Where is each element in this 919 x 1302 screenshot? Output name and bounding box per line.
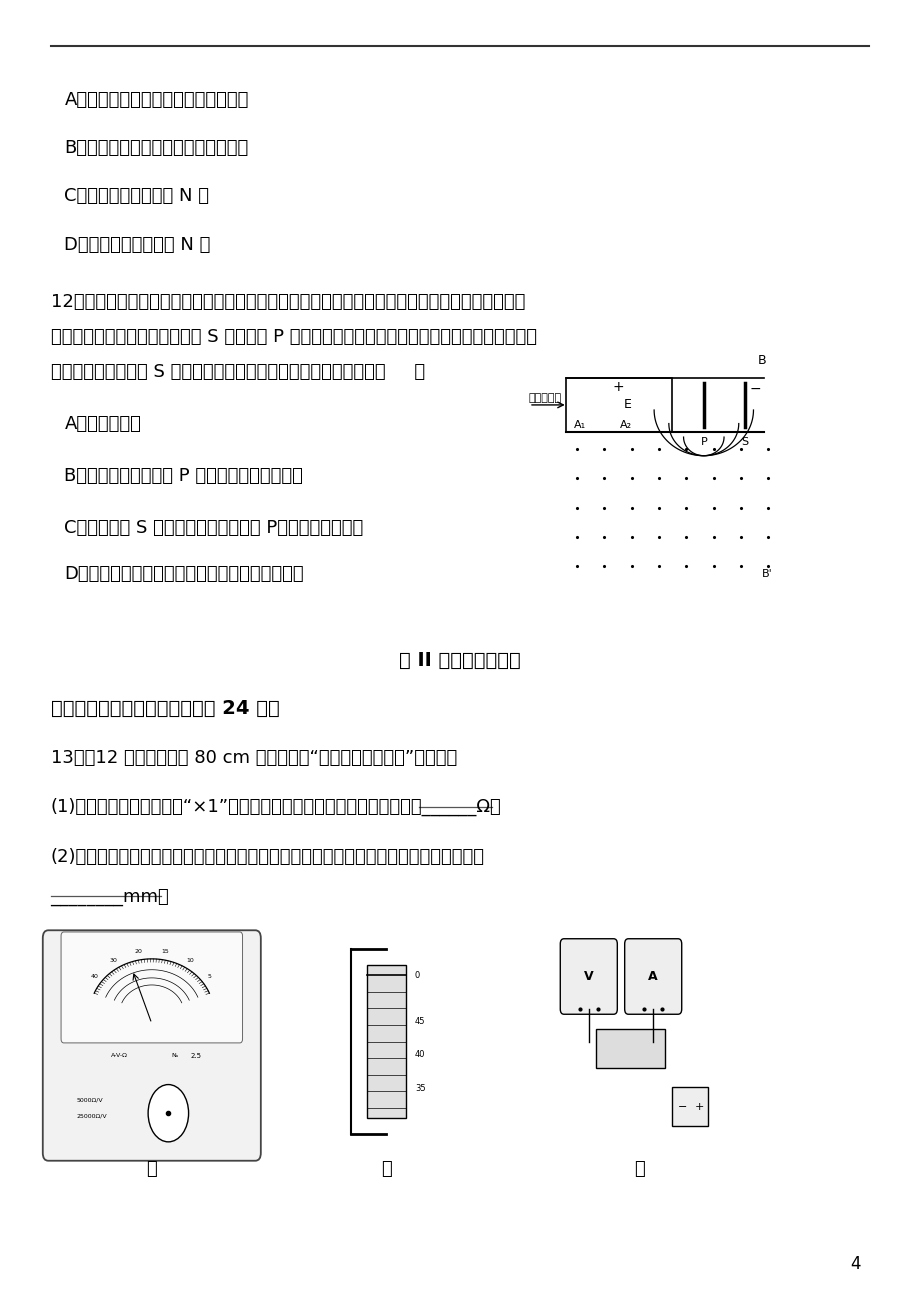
Text: B．能沿直线通过狭缝 P 的粒子具有相同的速度: B．能沿直线通过狭缝 P 的粒子具有相同的速度	[64, 467, 303, 486]
Text: −: −	[677, 1101, 686, 1112]
Text: A: A	[648, 970, 657, 983]
Text: 第 II 卷（非选择题）: 第 II 卷（非选择题）	[399, 651, 520, 671]
Text: 丙: 丙	[633, 1160, 644, 1178]
Text: 40: 40	[414, 1051, 425, 1060]
Text: (2)用螺旋测微器测量金属丝的直径，结果如图乙所示，由此可知金属丝直径的测量结果为: (2)用螺旋测微器测量金属丝的直径，结果如图乙所示，由此可知金属丝直径的测量结果…	[51, 848, 484, 866]
Text: 5: 5	[207, 974, 211, 979]
Text: 40: 40	[90, 974, 98, 979]
Text: 速度选择器: 速度选择器	[528, 393, 561, 404]
Text: A₂: A₂	[618, 419, 631, 430]
Text: +: +	[612, 380, 624, 395]
Text: 速度选择器，然后粒子通过平板 S 上的狭缝 P 进入平板下方的匀强磁场，平板下方的磁场方向如图: 速度选择器，然后粒子通过平板 S 上的狭缝 P 进入平板下方的匀强磁场，平板下方…	[51, 328, 536, 346]
Text: 25000Ω/V: 25000Ω/V	[76, 1113, 107, 1118]
Text: B．导线在转动过程的同时就向下移动: B．导线在转动过程的同时就向下移动	[64, 139, 248, 158]
Text: 10: 10	[186, 958, 194, 963]
Text: B': B'	[761, 569, 772, 579]
Text: A．粒子带负电: A．粒子带负电	[64, 415, 142, 434]
Text: A．转到与纸面垂直后导线再向下移动: A．转到与纸面垂直后导线再向下移动	[64, 91, 248, 109]
Text: 30: 30	[109, 958, 118, 963]
Text: D．打在同一点的粒子，在磁场中运动的时间相同: D．打在同一点的粒子，在磁场中运动的时间相同	[64, 565, 303, 583]
Bar	[671, 1087, 708, 1126]
Text: +: +	[694, 1101, 703, 1112]
Text: 12．如图所示，一束带电粒子以一定的初速度沿直线通过由相互正交的匀强磁场和匀强电场组成的: 12．如图所示，一束带电粒子以一定的初速度沿直线通过由相互正交的匀强磁场和匀强电…	[51, 293, 525, 311]
Text: 0: 0	[414, 971, 420, 979]
Text: 20: 20	[134, 949, 142, 954]
Text: 35: 35	[414, 1083, 425, 1092]
Text: 5000Ω/V: 5000Ω/V	[76, 1098, 103, 1103]
Text: 所示。粒子最终打在 S 板上，粒子重力不计，则下面说法正确的是（     ）: 所示。粒子最终打在 S 板上，粒子重力不计，则下面说法正确的是（ ）	[51, 363, 425, 381]
Bar	[596, 1029, 664, 1068]
Text: 4: 4	[849, 1255, 860, 1273]
Text: C．磁铁右端的磁极是 N 极: C．磁铁右端的磁极是 N 极	[64, 187, 210, 206]
Text: 乙: 乙	[380, 1160, 391, 1178]
Text: A-V-Ω: A-V-Ω	[111, 1053, 128, 1059]
Bar	[367, 965, 405, 1118]
FancyBboxPatch shape	[624, 939, 681, 1014]
Text: V: V	[584, 970, 593, 983]
Text: Nₐ: Nₐ	[171, 1053, 178, 1059]
Text: S: S	[741, 437, 748, 448]
FancyBboxPatch shape	[61, 932, 243, 1043]
Text: E: E	[623, 398, 631, 411]
Text: ________mm。: ________mm。	[51, 888, 169, 906]
Text: 2.5: 2.5	[190, 1053, 201, 1059]
Text: C．粒子打在 S 板上的位置越靠近狭缝 P，粒子的比荷越小: C．粒子打在 S 板上的位置越靠近狭缝 P，粒子的比荷越小	[64, 519, 363, 538]
Text: 15: 15	[161, 949, 169, 954]
Text: D．磁铁左端的磁极是 N 极: D．磁铁左端的磁极是 N 极	[64, 236, 210, 254]
Text: (1)首先用多用电表欧姆档“×1”粗侧金属丝的电阔，如图甲，测量値约为______Ω。: (1)首先用多用电表欧姆档“×1”粗侧金属丝的电阔，如图甲，测量値约为_____…	[51, 798, 501, 816]
FancyBboxPatch shape	[560, 939, 617, 1014]
Text: P: P	[699, 437, 707, 448]
Text: B: B	[756, 354, 766, 367]
Text: 三、实验题（本题共两题，共计 24 分）: 三、实验题（本题共两题，共计 24 分）	[51, 699, 279, 719]
Text: 45: 45	[414, 1017, 425, 1026]
Text: 甲: 甲	[146, 1160, 157, 1178]
FancyBboxPatch shape	[43, 930, 261, 1161]
Circle shape	[148, 1085, 188, 1142]
Text: −: −	[749, 381, 761, 396]
Text: A₁: A₁	[573, 419, 585, 430]
Text: 13．（12 分）用一段长 80 cm 的金属丝做“测定金属的电阔率”的实验。: 13．（12 分）用一段长 80 cm 的金属丝做“测定金属的电阔率”的实验。	[51, 749, 457, 767]
